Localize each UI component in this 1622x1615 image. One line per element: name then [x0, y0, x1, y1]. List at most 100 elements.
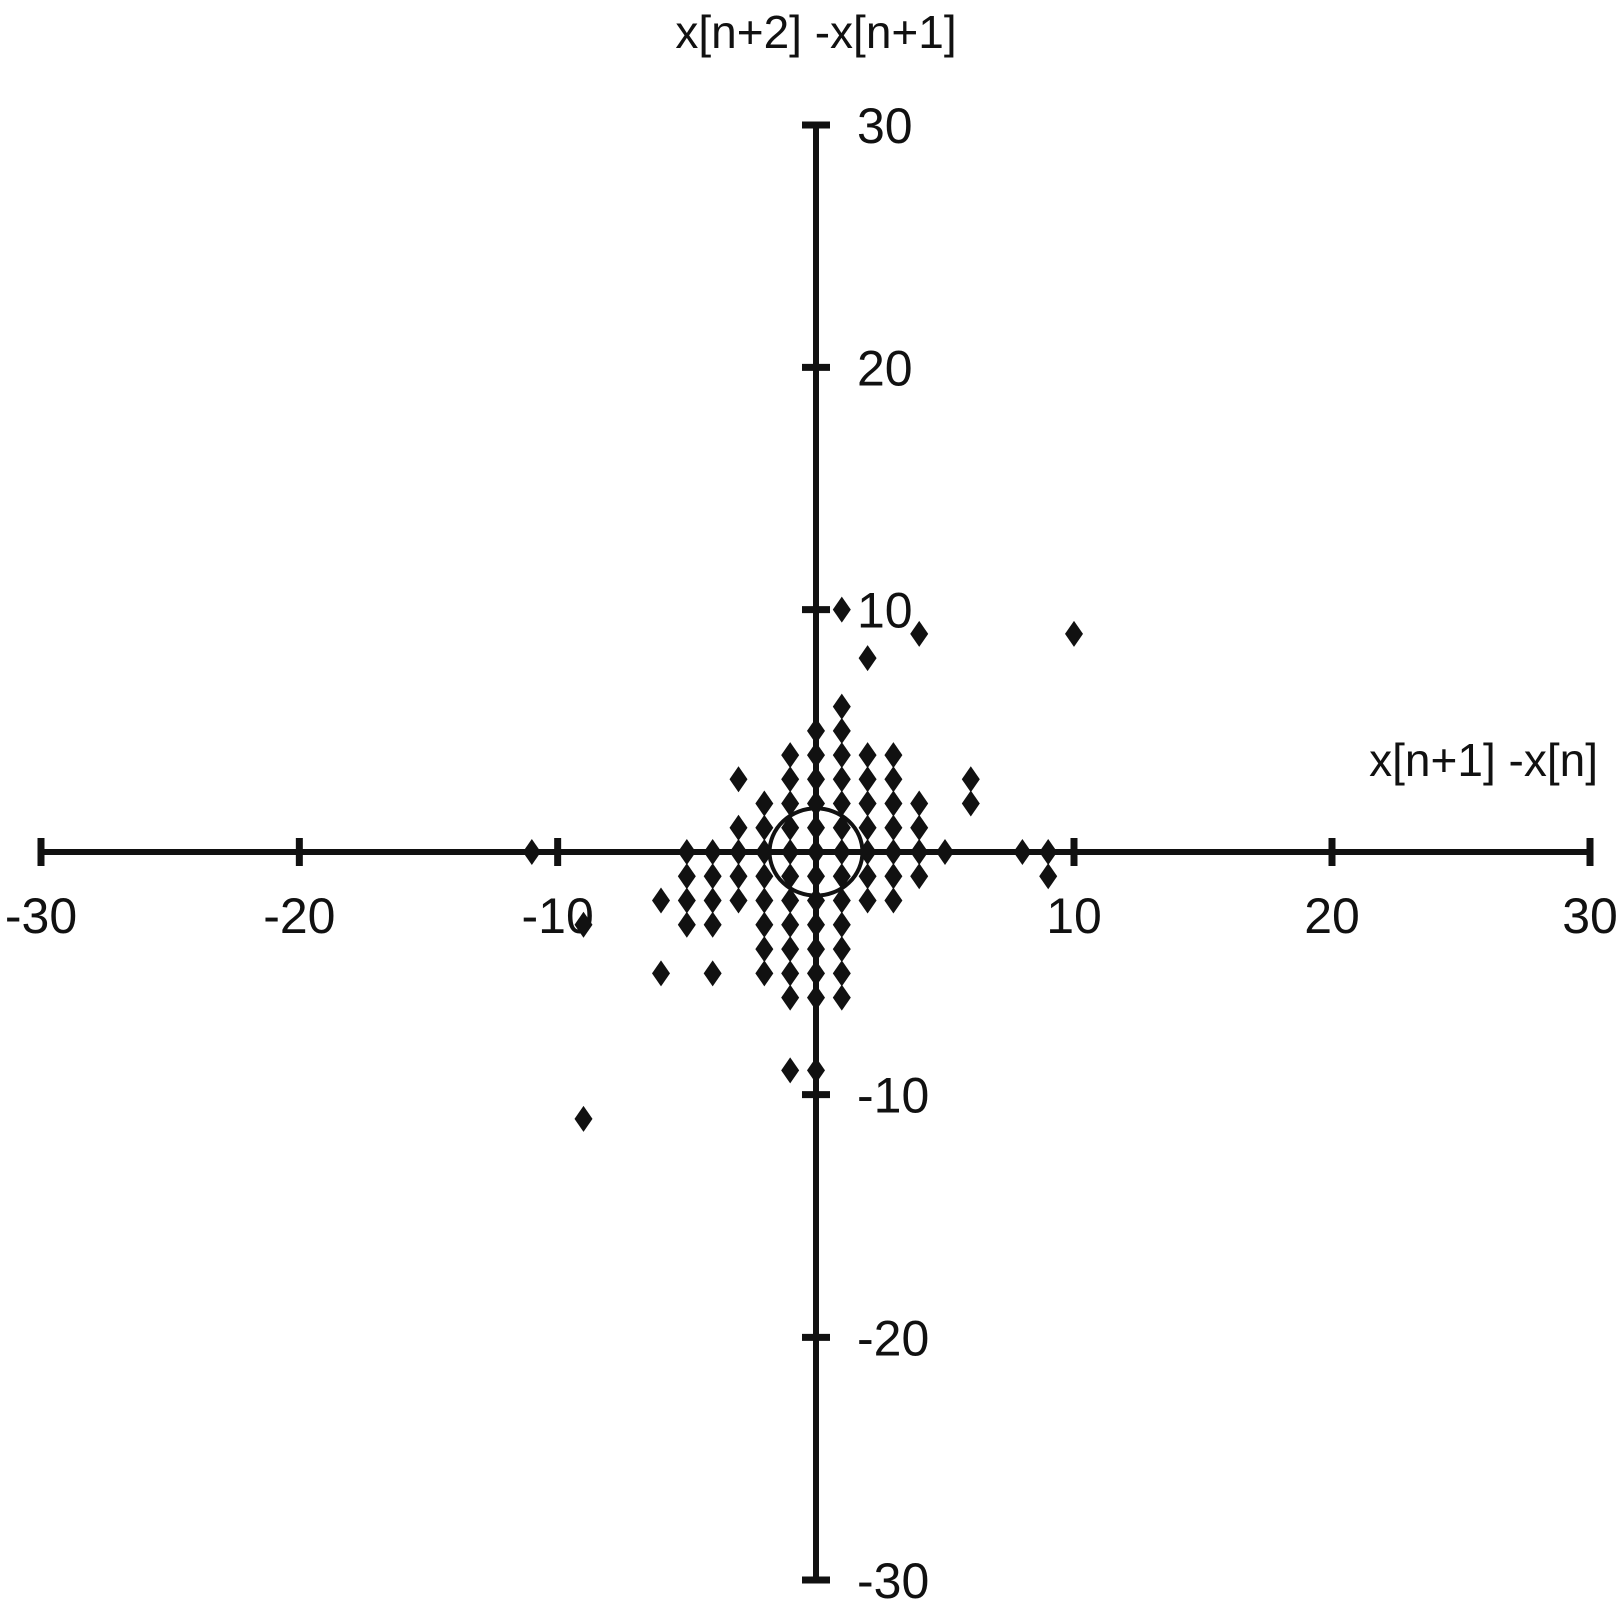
data-point	[832, 839, 851, 865]
data-point	[781, 766, 800, 793]
x-axis-title: x[n+1] -x[n]	[1369, 734, 1598, 786]
data-point	[832, 911, 851, 938]
data-point	[858, 887, 877, 914]
data-point	[1013, 839, 1032, 865]
data-point	[858, 766, 877, 793]
data-points	[522, 596, 1083, 1132]
data-point	[832, 742, 851, 769]
data-point	[858, 742, 877, 769]
data-point	[807, 839, 825, 865]
x-tick-label: 30	[1562, 888, 1618, 944]
data-point	[781, 742, 800, 769]
data-point	[703, 887, 722, 914]
data-point	[677, 911, 696, 938]
data-point	[858, 839, 877, 865]
data-point	[703, 839, 722, 865]
data-point	[703, 863, 722, 890]
data-point	[755, 960, 774, 987]
data-point	[755, 839, 774, 865]
data-point	[522, 839, 541, 865]
x-tick-label: -20	[263, 888, 335, 944]
data-point	[677, 839, 696, 865]
data-point	[832, 887, 851, 914]
data-point	[729, 863, 748, 890]
data-point	[858, 645, 877, 672]
data-point	[832, 717, 851, 744]
data-point	[729, 839, 748, 865]
data-point	[884, 766, 903, 793]
data-point	[858, 863, 877, 890]
data-point	[884, 742, 903, 769]
data-point	[807, 887, 825, 914]
data-point	[755, 814, 774, 841]
data-point	[858, 814, 877, 841]
data-point	[1065, 620, 1083, 647]
data-point	[961, 790, 980, 817]
data-point	[807, 1057, 825, 1084]
data-point	[807, 911, 825, 938]
data-point	[677, 887, 696, 914]
data-point	[858, 790, 877, 817]
data-point	[781, 960, 800, 987]
data-point	[703, 911, 722, 938]
data-point	[574, 1105, 593, 1132]
y-tick-label: 30	[857, 98, 913, 154]
data-point	[832, 596, 851, 623]
data-point	[807, 766, 825, 793]
data-point	[781, 887, 800, 914]
data-point	[703, 960, 722, 987]
data-point	[832, 984, 851, 1011]
data-point	[807, 936, 825, 963]
data-point	[832, 936, 851, 963]
data-point	[832, 693, 851, 720]
data-point	[729, 887, 748, 914]
y-tick-label: -10	[857, 1068, 929, 1124]
data-point	[807, 984, 825, 1011]
data-point	[781, 839, 800, 865]
data-point	[729, 814, 748, 841]
data-point	[832, 863, 851, 890]
data-point	[781, 911, 800, 938]
y-axis-title: x[n+2] -x[n+1]	[675, 6, 956, 58]
data-point	[1039, 839, 1058, 865]
data-point	[781, 790, 800, 817]
data-point	[832, 960, 851, 987]
data-point	[755, 863, 774, 890]
data-point	[884, 887, 903, 914]
data-point	[781, 863, 800, 890]
data-point	[781, 984, 800, 1011]
data-point	[807, 790, 825, 817]
data-point	[652, 887, 670, 914]
data-point	[884, 839, 903, 865]
data-point	[961, 766, 980, 793]
data-point	[781, 814, 800, 841]
data-point	[652, 960, 670, 987]
data-point	[807, 863, 825, 890]
y-tick-label: 10	[857, 583, 913, 639]
data-point	[910, 839, 929, 865]
data-point	[677, 863, 696, 890]
data-point	[1039, 863, 1058, 890]
data-point	[807, 717, 825, 744]
x-tick-label: 20	[1304, 888, 1360, 944]
data-point	[910, 790, 929, 817]
data-point	[910, 863, 929, 890]
data-point	[807, 960, 825, 987]
data-point	[755, 790, 774, 817]
data-point	[807, 742, 825, 769]
y-tick-label: -30	[857, 1553, 929, 1609]
data-point	[729, 766, 748, 793]
x-tick-label: 10	[1046, 888, 1102, 944]
data-point	[884, 814, 903, 841]
data-point	[832, 814, 851, 841]
data-point	[807, 814, 825, 841]
data-point	[884, 863, 903, 890]
data-point	[832, 766, 851, 793]
data-point	[832, 790, 851, 817]
data-point	[936, 839, 954, 865]
data-point	[910, 814, 929, 841]
data-point	[884, 790, 903, 817]
y-tick-label: 20	[857, 340, 913, 396]
data-point	[755, 936, 774, 963]
x-tick-label: -30	[5, 888, 77, 944]
